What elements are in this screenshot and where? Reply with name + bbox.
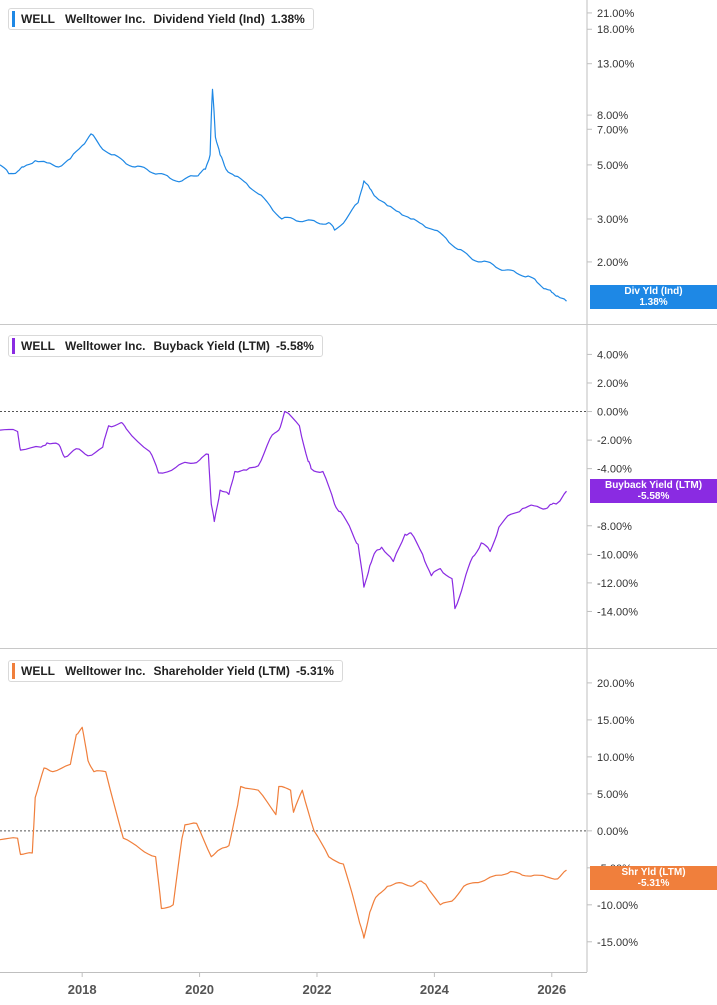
legend-ticker: WELL	[21, 339, 55, 353]
y-tick-label: 18.00%	[597, 24, 635, 36]
y-tick-label: -14.00%	[597, 606, 638, 618]
y-tick-label: 5.00%	[597, 160, 628, 172]
x-tick-label: 2020	[185, 982, 214, 997]
y-tick-label: -15.00%	[597, 937, 638, 949]
legend-value: 1.38%	[270, 12, 305, 26]
y-tick-label: 8.00%	[597, 110, 628, 122]
y-tick-label: 0.00%	[597, 407, 628, 419]
legend-metric: Dividend Yield (Ind)	[153, 12, 265, 26]
legend-ticker: WELL	[21, 664, 55, 678]
y-tick-label: -8.00%	[597, 521, 632, 533]
series-line	[0, 88, 567, 302]
y-tick-label: -12.00%	[597, 578, 638, 590]
y-tick-label: 13.00%	[597, 59, 635, 71]
series-line	[0, 410, 567, 610]
y-tick-label: 2.00%	[597, 257, 628, 269]
y-tick-label: 21.00%	[597, 8, 635, 20]
y-tick-label: 2.00%	[597, 378, 628, 390]
y-tick-label: 3.00%	[597, 214, 628, 226]
y-tick-label: 20.00%	[597, 678, 635, 690]
flag-value: -5.31%	[637, 878, 670, 889]
y-tick-label: 4.00%	[597, 349, 628, 361]
y-tick-label: 10.00%	[597, 752, 635, 764]
series-swatch	[12, 338, 15, 354]
y-tick-label: -4.00%	[597, 464, 632, 476]
legend-metric: Buyback Yield (LTM)	[153, 339, 270, 353]
y-tick-label: 0.00%	[597, 826, 628, 838]
legend-company: Welltower Inc.	[65, 339, 146, 353]
x-tick-label: 2018	[68, 982, 97, 997]
flag-shareholder-yield: Shr Yld (LTM) -5.31%	[590, 866, 717, 890]
flag-buyback-yield: Buyback Yield (LTM) -5.58%	[590, 479, 717, 503]
legend-company: Welltower Inc.	[65, 12, 146, 26]
series-line	[0, 726, 567, 939]
legend-dividend-yield: WELL Welltower Inc. Dividend Yield (Ind)…	[8, 8, 314, 30]
series-swatch	[12, 11, 15, 27]
legend-ticker: WELL	[21, 12, 55, 26]
y-tick-label: 5.00%	[597, 789, 628, 801]
flag-dividend-yield: Div Yld (Ind) 1.38%	[590, 285, 717, 309]
x-tick-label: 2022	[303, 982, 332, 997]
y-tick-label: 15.00%	[597, 715, 635, 727]
legend-value: -5.58%	[275, 339, 314, 353]
x-tick-label: 2026	[537, 982, 566, 997]
y-tick-label: -10.00%	[597, 549, 638, 561]
flag-value: -5.58%	[637, 491, 670, 502]
y-tick-label: 7.00%	[597, 124, 628, 136]
flag-label: Buyback Yield (LTM)	[604, 480, 703, 491]
y-tick-label: -10.00%	[597, 900, 638, 912]
y-tick-label: -2.00%	[597, 435, 632, 447]
flag-value: 1.38%	[639, 297, 668, 308]
legend-value: -5.31%	[295, 664, 334, 678]
x-tick-label: 2024	[420, 982, 450, 997]
flag-label: Div Yld (Ind)	[624, 286, 683, 297]
legend-buyback-yield: WELL Welltower Inc. Buyback Yield (LTM) …	[8, 335, 323, 357]
legend-company: Welltower Inc.	[65, 664, 146, 678]
legend-shareholder-yield: WELL Welltower Inc. Shareholder Yield (L…	[8, 660, 343, 682]
flag-label: Shr Yld (LTM)	[621, 867, 686, 878]
legend-metric: Shareholder Yield (LTM)	[153, 664, 290, 678]
series-swatch	[12, 663, 15, 679]
